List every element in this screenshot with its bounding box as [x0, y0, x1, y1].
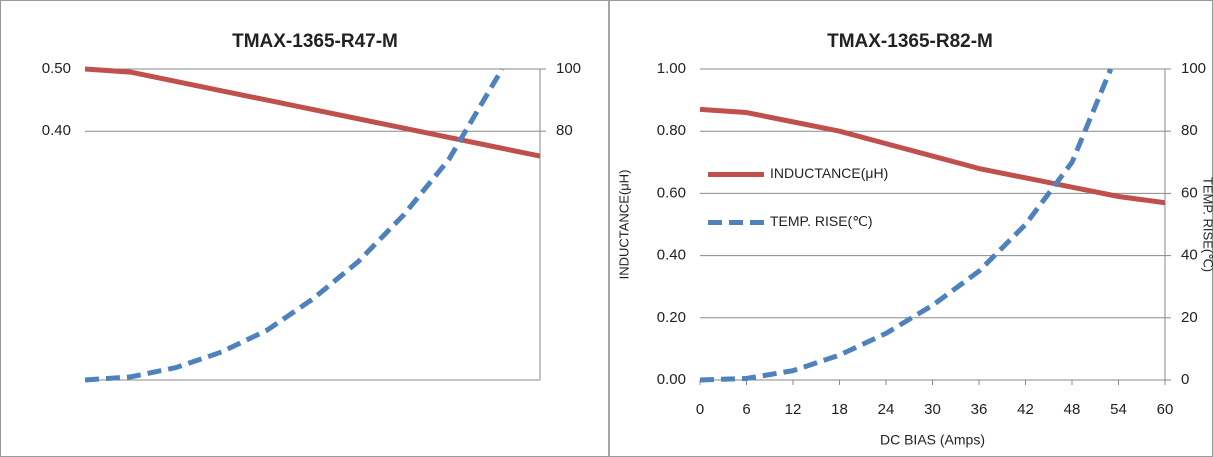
x-tick-label: 48 [1064, 401, 1081, 418]
y2-tick-label: 80 [1181, 122, 1198, 139]
y2-tick-label: 100 [1181, 60, 1206, 77]
x-axis-label: DC BIAS (Amps) [880, 432, 985, 448]
x-tick-label: 18 [831, 401, 848, 418]
x-tick-label: 42 [1017, 401, 1034, 418]
y-tick-label: 0.40 [42, 122, 71, 139]
y-tick-label: 0.60 [657, 184, 686, 201]
y2-tick-label: 0 [1181, 371, 1189, 388]
x-tick-label: 12 [785, 401, 802, 418]
y-tick-label: 0.40 [657, 247, 686, 264]
y-tick-label: 0.80 [657, 122, 686, 139]
x-tick-label: 6 [742, 401, 750, 418]
x-tick-label: 24 [878, 401, 895, 418]
y2-tick-label: 100 [556, 60, 581, 77]
y2-tick-label: 60 [1181, 184, 1198, 201]
chart-title: TMAX-1365-R82-M [827, 31, 993, 52]
page: TMAX-1365-R47-M 0.40 0.50 80 100 TMAX-1365-R8… [0, 0, 1213, 457]
y-tick-label: 1.00 [657, 60, 686, 77]
legend-label: TEMP. RISE(℃) [770, 213, 873, 229]
y2-axis-label: TEMP. RISE(℃) [1201, 177, 1213, 272]
y-tick-label: 0.50 [42, 60, 71, 77]
y-tick-label: 0.20 [657, 309, 686, 326]
x-tick-label: 60 [1157, 401, 1174, 418]
chart-title: TMAX-1365-R47-M [232, 31, 398, 52]
x-tick-label: 54 [1110, 401, 1127, 418]
x-tick-label: 36 [971, 401, 988, 418]
legend-label: INDUCTANCE(μH) [770, 165, 888, 181]
x-tick-label: 30 [924, 401, 941, 418]
y2-tick-label: 80 [556, 122, 573, 139]
y2-tick-label: 40 [1181, 247, 1198, 264]
y2-tick-label: 20 [1181, 309, 1198, 326]
y-axis-label: INDUCTANCE(μH) [616, 170, 631, 280]
y-tick-label: 0.00 [657, 371, 686, 388]
x-tick-label: 0 [696, 401, 704, 418]
